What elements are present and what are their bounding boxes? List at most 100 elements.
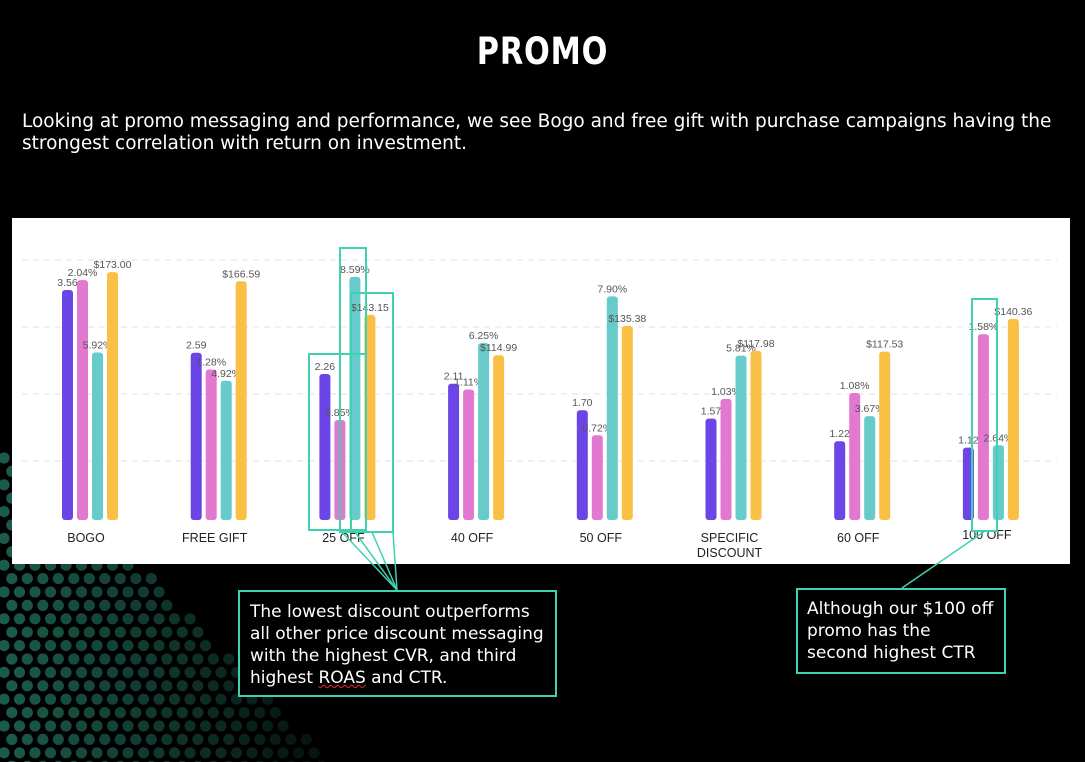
hex-dot [106, 586, 119, 598]
hex-dot [168, 693, 181, 705]
hex-dot [161, 680, 173, 692]
hex-dot [246, 720, 258, 732]
bar [92, 352, 103, 520]
data-label: 4.92% [211, 368, 241, 380]
hex-dot [168, 613, 181, 625]
hex-dot [137, 640, 150, 652]
data-label: 7.90% [597, 283, 627, 295]
data-label: 1.57 [701, 406, 722, 418]
hex-dot [215, 720, 227, 732]
hex-dot [75, 666, 88, 679]
hex-dot [285, 733, 297, 746]
data-label: 3.56 [57, 277, 78, 289]
hex-dot [199, 720, 212, 732]
hex-dot [184, 666, 196, 679]
hex-dot [137, 720, 150, 732]
hex-dot [52, 680, 64, 692]
bar [349, 276, 361, 520]
hex-dot [68, 733, 80, 746]
hex-dot [21, 626, 33, 638]
bar [235, 281, 247, 520]
bar [705, 418, 717, 520]
hex-dot [99, 626, 111, 638]
hex-dot [145, 707, 157, 719]
bar [834, 441, 846, 520]
hex-dot [0, 613, 10, 625]
hex-dot [83, 573, 95, 585]
hex-dot [153, 747, 165, 759]
category-label: 25 OFF [322, 531, 365, 545]
hex-dot [114, 733, 126, 746]
bar [864, 416, 876, 520]
hex-dot [130, 680, 142, 692]
data-label: $117.53 [866, 339, 903, 351]
hex-dot [153, 640, 165, 652]
hex-dot [37, 573, 49, 585]
hex-dot [21, 733, 33, 746]
bar [576, 410, 588, 520]
hex-dot [168, 640, 181, 652]
hex-dot [6, 626, 18, 638]
hex-dot [199, 747, 212, 759]
hex-dot [223, 733, 235, 746]
hex-dot [137, 693, 150, 705]
hex-dot [68, 680, 80, 692]
hex-dot [122, 613, 134, 625]
hex-dot [192, 653, 204, 665]
hex-dot [122, 666, 134, 679]
bar [992, 445, 1004, 520]
hex-dot [168, 747, 181, 759]
hex-dot [83, 599, 95, 612]
bar [107, 272, 118, 520]
hex-dot [75, 720, 88, 732]
hex-dot [176, 680, 188, 692]
bar [205, 369, 217, 520]
hex-dot [153, 693, 165, 705]
hex-dot [60, 586, 72, 598]
hex-dot [91, 586, 103, 598]
hex-dot [29, 693, 41, 705]
bar [977, 334, 989, 520]
hex-dot [75, 586, 88, 598]
hex-dot [13, 586, 26, 598]
bar [62, 290, 73, 520]
hex-dot [0, 666, 10, 678]
hex-dot [60, 640, 72, 652]
hex-dot [0, 720, 10, 732]
bar [463, 389, 475, 520]
hex-dot [246, 747, 258, 759]
bar [1007, 318, 1019, 520]
hex-dot [207, 733, 219, 746]
hex-dot [60, 720, 72, 732]
data-label: 3.67% [855, 403, 885, 415]
hex-dot [114, 680, 126, 692]
hex-dot [13, 747, 26, 759]
bar [879, 351, 891, 520]
hex-dot [6, 707, 18, 719]
data-label: 1.03% [711, 386, 741, 398]
hex-dot [254, 733, 266, 746]
hex-dot [176, 733, 188, 746]
page-title: PROMO [476, 30, 609, 73]
hex-dot [13, 666, 26, 679]
data-label: 2.26 [315, 361, 336, 373]
hex-dot [21, 680, 33, 692]
hex-dot [207, 707, 219, 719]
data-label: $143.15 [351, 302, 389, 314]
callout-roas-word: ROAS [318, 668, 366, 688]
hex-dot [130, 707, 142, 719]
data-label: 1.28% [196, 357, 226, 369]
hex-dot [21, 707, 33, 719]
category-label: 60 OFF [837, 531, 880, 545]
hex-dot [145, 599, 157, 612]
hex-dot [44, 747, 57, 759]
hex-dot [0, 640, 10, 652]
hex-dot [0, 532, 10, 544]
data-label: 1.11% [454, 377, 483, 389]
hex-dot [99, 707, 111, 719]
hex-dot [114, 707, 126, 719]
hex-dot [192, 707, 204, 719]
hex-dot [161, 733, 173, 746]
hex-dot [137, 747, 150, 759]
hex-dot [114, 573, 126, 585]
